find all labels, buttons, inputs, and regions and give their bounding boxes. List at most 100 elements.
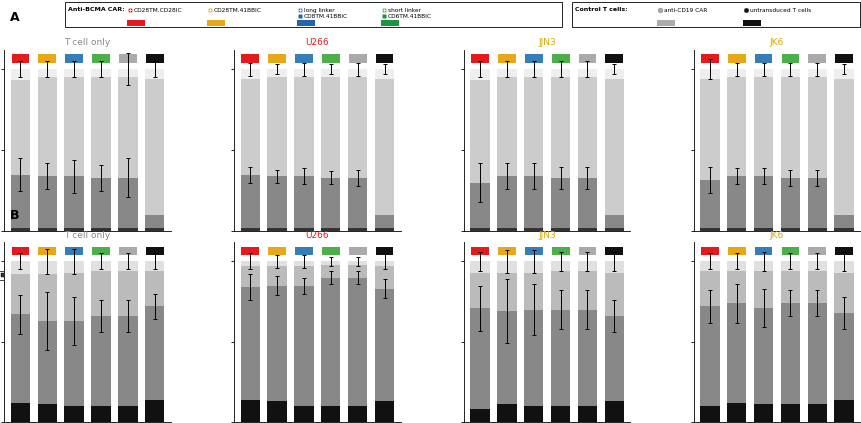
Bar [497,273,516,311]
Bar [118,77,138,178]
Bar [294,176,313,228]
Bar [470,409,489,422]
Bar [65,176,84,228]
Bar [523,69,542,77]
Bar [550,406,570,422]
Bar [833,215,853,228]
Bar [577,228,597,231]
Bar [348,228,367,231]
Bar [294,55,313,63]
Bar [321,261,340,265]
Bar [321,228,340,231]
Bar [699,406,719,422]
Bar [375,247,393,255]
Bar [604,401,623,422]
Bar [38,77,57,176]
Bar [240,69,260,79]
Bar [321,406,340,422]
Bar [578,247,596,255]
Bar [241,55,259,63]
Bar [65,406,84,422]
Bar [10,314,30,403]
Bar [375,55,393,63]
Bar [375,289,393,401]
Bar [240,79,260,175]
Text: Control T cells:: Control T cells: [574,7,627,12]
Bar [833,69,853,79]
Bar [754,55,771,63]
Bar [833,400,853,422]
Bar [38,228,57,231]
Bar [577,406,597,422]
Bar [10,69,30,80]
Bar [807,261,826,271]
Bar [267,77,287,176]
Bar [294,77,313,176]
Bar [321,265,340,277]
Bar [348,178,367,228]
Bar [321,277,340,406]
Bar [577,77,597,178]
Bar [268,247,286,255]
Bar [38,176,57,228]
Bar [699,228,719,231]
Bar [577,178,597,228]
Bar [833,313,853,400]
Bar [65,321,84,406]
Bar [118,406,138,422]
Bar [833,273,853,313]
Bar [550,310,570,406]
Title: JJN3: JJN3 [538,38,555,47]
Bar [146,55,164,63]
Bar [11,55,29,63]
Bar [65,273,84,321]
Bar [10,175,30,228]
Bar [807,271,826,303]
Bar [118,261,138,271]
Bar [38,261,57,274]
Bar [699,79,719,179]
Bar [780,404,799,422]
Bar [470,69,489,80]
Bar [753,271,772,308]
Bar [497,261,516,273]
Bar [834,247,852,255]
Bar [381,20,399,26]
Text: A: A [10,11,20,24]
Text: long linker: long linker [304,8,334,13]
Bar [753,228,772,231]
Bar [577,271,597,310]
Bar [38,274,57,321]
Legend: CD4+ CD8+, CD8+, CD4+, CD4- CD8-: CD4+ CD8+, CD8+, CD4+, CD4- CD8- [0,271,142,280]
Bar [145,69,164,79]
Bar [321,77,340,178]
Bar [699,179,719,228]
Bar [604,316,623,401]
Bar [572,2,859,27]
Bar [524,247,542,255]
Bar [780,77,799,178]
Title: U266: U266 [305,38,329,47]
Bar [118,316,138,406]
Bar [604,247,623,255]
Bar [267,228,287,231]
Bar [348,265,367,277]
Bar [91,271,110,316]
Bar [381,20,399,26]
Bar [699,261,719,271]
Bar [65,2,561,27]
Bar [10,80,30,175]
Bar [321,69,340,77]
Bar [92,55,109,63]
Bar [471,55,488,63]
Bar [321,178,340,228]
Bar [297,20,314,26]
Bar [267,401,287,422]
Bar [348,69,367,77]
Text: untransduced T cells: untransduced T cells [749,8,810,13]
Bar [65,69,84,77]
Bar [92,247,109,255]
Bar [470,273,489,308]
Bar [348,261,367,265]
Bar [65,228,84,231]
